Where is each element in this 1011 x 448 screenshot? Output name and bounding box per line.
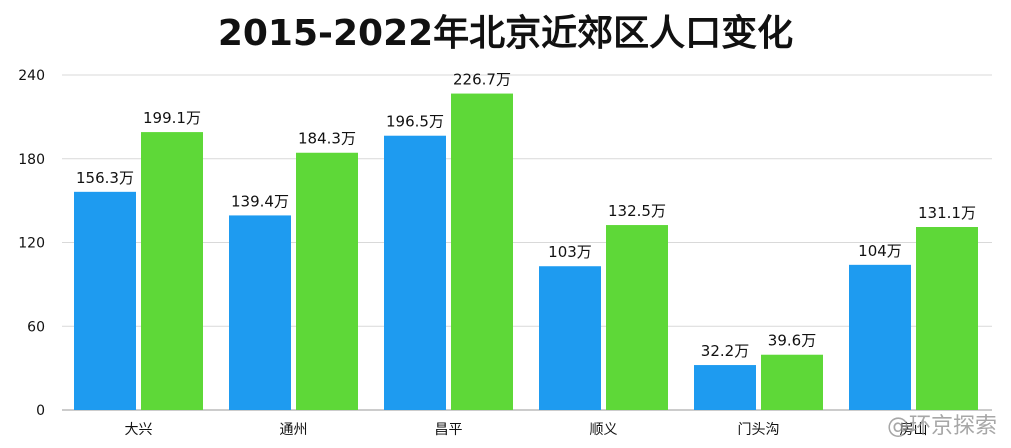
bar	[694, 365, 756, 410]
data-label: 139.4万	[231, 192, 289, 210]
data-label: 104万	[858, 242, 902, 260]
y-tick-label: 180	[18, 152, 45, 168]
bar	[451, 93, 513, 411]
bar	[74, 191, 136, 410]
bar	[141, 132, 203, 410]
data-label: 132.5万	[608, 202, 666, 220]
x-tick-label: 通州	[280, 422, 308, 438]
data-label: 103万	[548, 243, 592, 261]
y-tick-label: 60	[27, 319, 45, 335]
y-tick-label: 0	[36, 403, 45, 419]
x-tick-label: 门头沟	[738, 422, 780, 438]
bar	[296, 152, 358, 410]
bar	[916, 227, 978, 410]
data-label: 131.1万	[918, 204, 976, 222]
data-label: 156.3万	[76, 169, 134, 187]
data-label: 196.5万	[386, 113, 444, 131]
watermark-text: @环京探索	[886, 414, 997, 439]
bar	[539, 266, 601, 410]
data-label: 226.7万	[453, 71, 511, 89]
bar	[384, 135, 446, 410]
y-tick-label: 240	[18, 68, 45, 84]
bar	[761, 354, 823, 410]
bar	[229, 215, 291, 410]
data-label: 184.3万	[298, 130, 356, 148]
x-tick-label: 房山	[900, 422, 928, 438]
x-tick-label: 昌平	[435, 422, 463, 438]
data-label: 199.1万	[143, 109, 201, 127]
x-tick-label: 大兴	[125, 422, 153, 438]
bar	[849, 264, 911, 410]
data-label: 32.2万	[701, 342, 749, 360]
bar	[606, 225, 668, 410]
chart-title: 2015-2022年北京近郊区人口变化	[217, 13, 794, 54]
data-label: 39.6万	[768, 332, 816, 350]
x-tick-label: 顺义	[590, 422, 618, 438]
y-tick-label: 120	[18, 236, 45, 252]
